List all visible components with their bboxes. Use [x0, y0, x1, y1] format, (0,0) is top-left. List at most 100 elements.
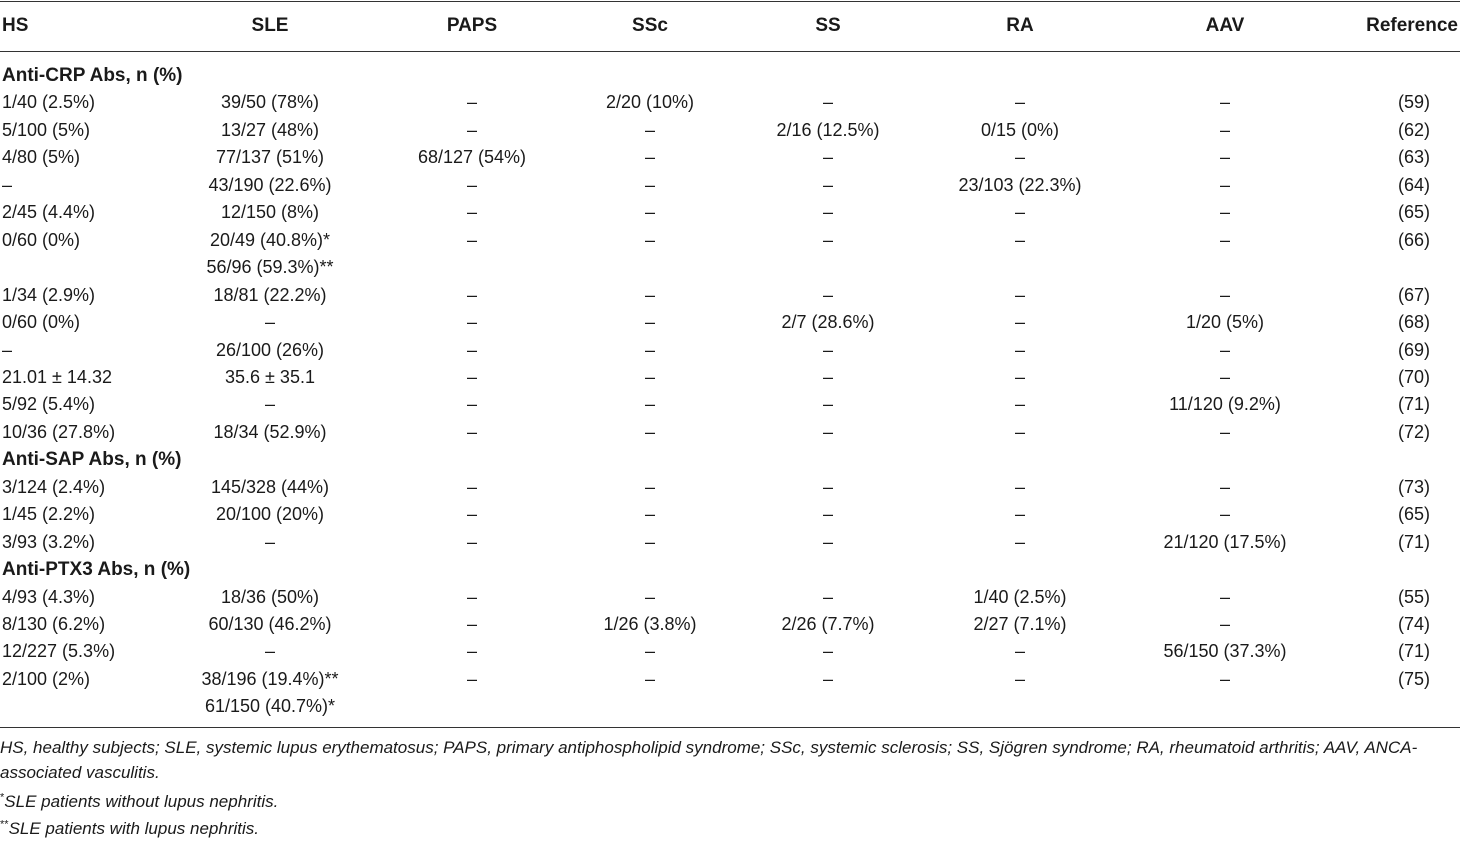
cell-ssc: –	[644, 586, 655, 607]
cell-sle: 18/36 (50%)	[220, 586, 320, 607]
cell-hs: –	[2, 174, 13, 195]
column-header-paps: PAPS	[446, 15, 498, 36]
cell-hs: 5/100 (5%)	[2, 119, 91, 140]
cell-paps	[392, 254, 552, 281]
cell-aav	[1145, 693, 1305, 720]
cell-reference: (71)	[1397, 531, 1430, 552]
column-header-hs: HS	[2, 15, 29, 36]
cell-ssc: –	[644, 147, 655, 168]
cell-ra: –	[1014, 504, 1025, 525]
cell-sle: 12/150 (8%)	[220, 202, 320, 223]
cell-reference: (59)	[1397, 92, 1430, 113]
cell-aav: –	[1219, 668, 1230, 689]
table-row: 3/93 (3.2%) – – – – – 21/120 (17.5%) (71)	[0, 529, 1460, 556]
cell-ssc: –	[644, 504, 655, 525]
cell-paps: –	[466, 668, 477, 689]
cell-sle: 61/150 (40.7%)*	[204, 696, 336, 717]
cell-ss: –	[822, 586, 833, 607]
cell-ss: –	[822, 366, 833, 387]
cell-sle: 43/190 (22.6%)	[208, 174, 332, 195]
cell-sle: 35.6 ± 35.1	[225, 366, 315, 387]
cell-ssc: –	[644, 668, 655, 689]
table-row: 2/45 (4.4%) 12/150 (8%) – – – – – (65)	[0, 199, 1460, 226]
cell-reference: (55)	[1397, 586, 1430, 607]
cell-ss: –	[822, 531, 833, 552]
section-label: Anti-CRP Abs, n (%)	[2, 65, 183, 86]
cell-ss: –	[822, 92, 833, 113]
cell-hs: 5/92 (5.4%)	[2, 394, 96, 415]
table-row: 8/130 (6.2%) 60/130 (46.2%) – 1/26 (3.8%) 2/…	[0, 611, 1460, 638]
cell-paps: –	[466, 614, 477, 634]
cell-ssc: –	[644, 421, 655, 442]
cell-ra: 1/40 (2.5%)	[973, 586, 1067, 607]
cell-aav: –	[1219, 119, 1230, 140]
cell-paps: –	[466, 586, 477, 607]
table-row: 1/34 (2.9%) 18/81 (22.2%) – – – – – (67)	[0, 282, 1460, 309]
cell-ra: –	[1014, 366, 1025, 387]
cell-paps: –	[466, 339, 477, 360]
cell-ssc: –	[644, 229, 655, 250]
cell-ssc: –	[644, 641, 655, 662]
cell-ss: –	[822, 174, 833, 195]
cell-ss: –	[822, 147, 833, 168]
cell-aav: –	[1219, 614, 1230, 634]
cell-paps: –	[466, 174, 477, 195]
cell-ss: 2/7 (28.6%)	[781, 312, 875, 333]
cell-hs: –	[2, 339, 13, 360]
cell-sle: –	[264, 531, 275, 552]
cell-hs: 12/227 (5.3%)	[2, 641, 116, 662]
cell-aav: 11/120 (9.2%)	[1169, 394, 1281, 415]
cell-aav: –	[1219, 174, 1230, 195]
cell-ra: –	[1014, 229, 1025, 250]
cell-aav: –	[1219, 586, 1230, 607]
table-row: – 43/190 (22.6%) – – – 23/103 (22.3%) – (64)	[0, 172, 1460, 199]
table-row: 61/150 (40.7%)*	[0, 693, 1460, 720]
cell-sle: 20/49 (40.8%)*	[209, 229, 331, 250]
cell-ra	[940, 254, 1100, 281]
cell-ra: –	[1014, 339, 1025, 360]
cell-ssc: –	[644, 284, 655, 305]
table-row: 5/100 (5%) 13/27 (48%) – – 2/16 (12.5%) 0/15 …	[0, 117, 1460, 144]
cell-ssc: –	[644, 476, 655, 497]
cell-paps: –	[466, 504, 477, 525]
table-row: 2/100 (2%) 38/196 (19.4%)** – – – – – (75)	[0, 666, 1460, 693]
table-header-rule	[0, 51, 1460, 52]
cell-ss: –	[822, 202, 833, 223]
cell-sle: 38/196 (19.4%)**	[201, 668, 339, 689]
table-row: 56/96 (59.3%)**	[0, 254, 1460, 281]
cell-ss: –	[822, 504, 833, 525]
table-row: 5/92 (5.4%) – – – – – 11/120 (9.2%) (71)	[0, 391, 1460, 418]
cell-reference: (71)	[1397, 394, 1430, 415]
cell-aav: 21/120 (17.5%)	[1163, 531, 1287, 552]
column-header-reference: Reference	[1366, 15, 1458, 36]
section-header-row: Anti-SAP Abs, n (%)	[0, 446, 1460, 473]
cell-sle: –	[264, 641, 275, 662]
cell-hs: 8/130 (6.2%)	[2, 614, 106, 634]
cell-aav: –	[1219, 202, 1230, 223]
cell-paps: –	[466, 531, 477, 552]
cell-hs: 1/45 (2.2%)	[2, 504, 96, 525]
cell-aav: 56/150 (37.3%)	[1163, 641, 1287, 662]
table-footnotes: HS, healthy subjects; SLE, systemic lupu…	[0, 735, 1460, 841]
cell-aav: –	[1219, 284, 1230, 305]
cell-ss	[748, 254, 908, 281]
cell-ssc: 1/26 (3.8%)	[603, 614, 697, 634]
cell-hs: 0/60 (0%)	[2, 312, 81, 333]
cell-sle: 20/100 (20%)	[215, 504, 325, 525]
cell-aav: –	[1219, 366, 1230, 387]
cell-reference: (62)	[1397, 119, 1430, 140]
cell-ss: –	[822, 339, 833, 360]
table-bottom-rule	[0, 727, 1460, 728]
cell-sle: 18/81 (22.2%)	[213, 284, 327, 305]
cell-aav: –	[1219, 504, 1230, 525]
table-row: 4/93 (4.3%) 18/36 (50%) – – – 1/40 (2.5%) – (55…	[0, 584, 1460, 611]
cell-ssc: –	[644, 119, 655, 140]
cell-ss: –	[822, 476, 833, 497]
cell-ra: –	[1014, 394, 1025, 415]
cell-ra: 2/27 (7.1%)	[973, 614, 1067, 634]
column-header-sle: SLE	[251, 15, 289, 36]
cell-ss: –	[822, 284, 833, 305]
cell-ss: –	[822, 668, 833, 689]
cell-ssc: –	[644, 531, 655, 552]
cell-sle: 39/50 (78%)	[220, 92, 320, 113]
